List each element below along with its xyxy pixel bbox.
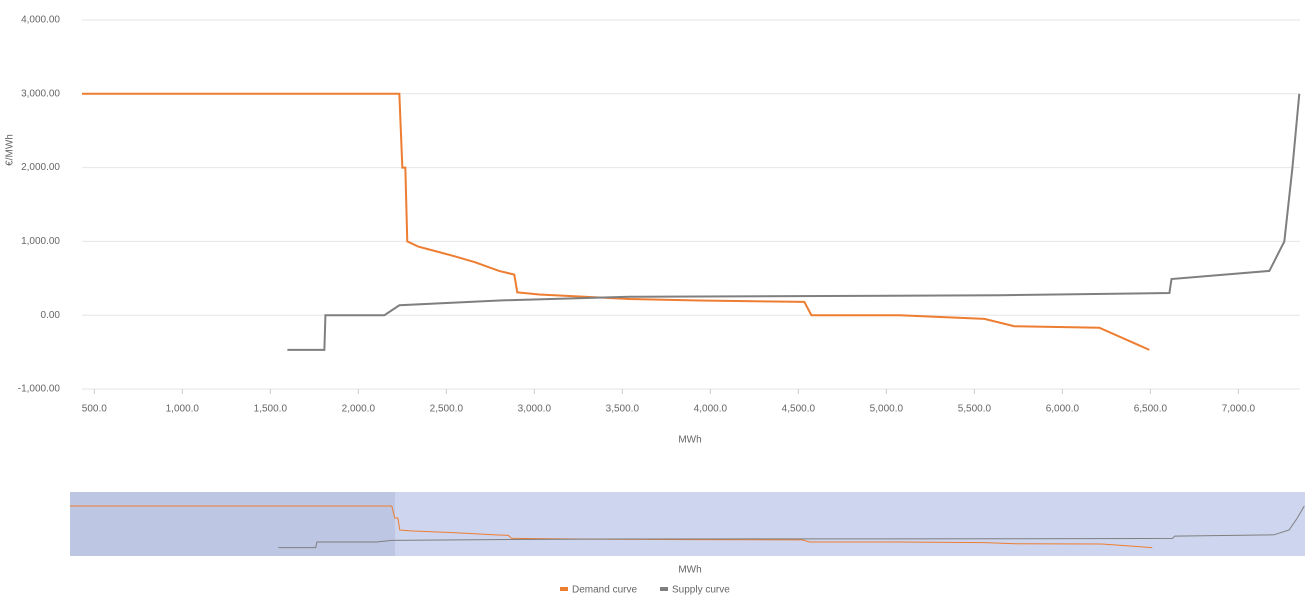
y-tick-label: 4,000.00 [21,15,60,26]
x-tick-label: 1,000.0 [166,404,200,415]
x-tick-label: 5,000.0 [870,404,904,415]
x-tick-label: 5,500.0 [958,404,992,415]
legend-label[interactable]: Supply curve [672,585,730,596]
x-axis-title: MWh [678,435,701,446]
x-tick-label: 6,500.0 [1134,404,1168,415]
navigator-axis-title: MWh [678,565,701,576]
x-tick-label: 500.0 [82,404,107,415]
series-line [287,93,1301,351]
y-tick-label: 3,000.00 [21,88,60,99]
y-tick-label: 0.00 [41,310,61,321]
x-tick-label: 3,000.0 [518,404,552,415]
series-line [82,92,1150,351]
x-tick-label: 6,000.0 [1046,404,1080,415]
x-tick-label: 1,500.0 [254,404,288,415]
navigator-line [278,505,1305,549]
x-tick-label: 2,000.0 [342,404,376,415]
navigator-line [70,505,1153,549]
y-tick-label: -1,000.00 [18,384,61,395]
navigator-window[interactable] [70,492,395,556]
x-tick-label: 4,500.0 [782,404,816,415]
x-tick-label: 4,000.0 [694,404,728,415]
legend-label[interactable]: Demand curve [572,585,637,596]
legend-swatch [660,587,668,591]
x-tick-label: 7,000.0 [1222,404,1256,415]
y-tick-label: 2,000.00 [21,162,60,173]
y-tick-label: 1,000.00 [21,236,60,247]
x-tick-label: 2,500.0 [430,404,464,415]
legend-swatch [560,587,568,591]
y-axis-title: €/MWh [5,134,16,166]
x-tick-label: 3,500.0 [606,404,640,415]
